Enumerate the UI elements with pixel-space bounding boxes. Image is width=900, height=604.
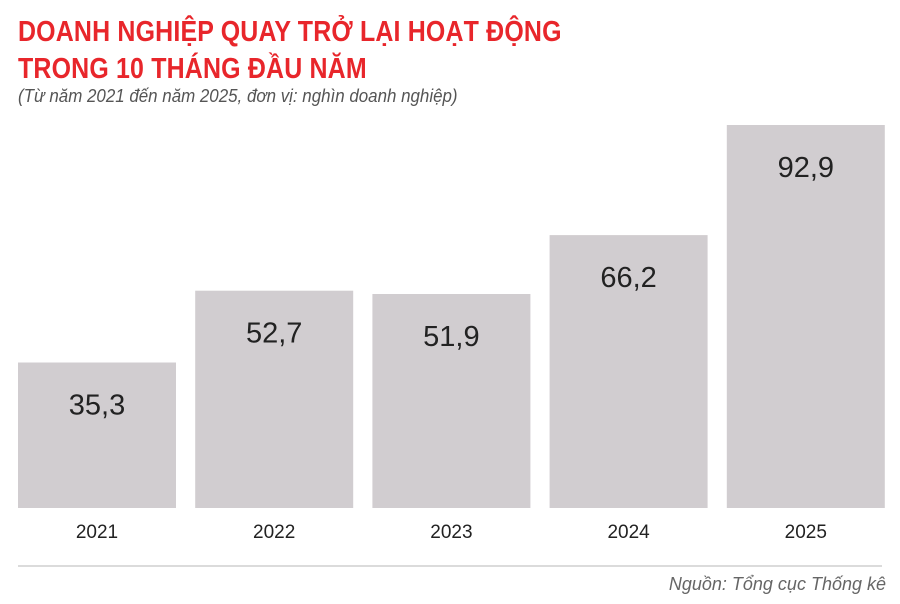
bar-2024 xyxy=(549,235,708,508)
bar-value-label-2023: 51,9 xyxy=(423,321,479,353)
chart-subtitle: (Từ năm 2021 đến năm 2025, đơn vị: nghìn… xyxy=(18,86,458,106)
chart-title-line-2: TRONG 10 THÁNG ĐẦU NĂM xyxy=(18,53,367,85)
x-tick-label-2024: 2024 xyxy=(607,522,650,543)
bar-2025 xyxy=(726,125,885,508)
x-tick-label-2022: 2022 xyxy=(253,522,295,543)
x-tick-label-2021: 2021 xyxy=(76,522,118,543)
x-tick-label-2025: 2025 xyxy=(785,522,827,543)
x-tick-label-2023: 2023 xyxy=(430,522,472,543)
chart-title: DOANH NGHIỆP QUAY TRỞ LẠI HOẠT ĐỘNG TRON… xyxy=(18,14,758,88)
bar-value-label-2022: 52,7 xyxy=(246,318,302,350)
bar-2021 xyxy=(18,362,176,508)
bar-value-label-2024: 66,2 xyxy=(600,262,656,294)
bar-2022 xyxy=(195,290,354,508)
source-note: Nguồn: Tổng cục Thống kê xyxy=(668,574,886,594)
chart-title-line-1: DOANH NGHIỆP QUAY TRỞ LẠI HOẠT ĐỘNG xyxy=(18,16,562,48)
bar-value-label-2021: 35,3 xyxy=(69,390,125,422)
bar-value-label-2025: 92,9 xyxy=(778,152,834,184)
bar-2023 xyxy=(372,294,531,508)
